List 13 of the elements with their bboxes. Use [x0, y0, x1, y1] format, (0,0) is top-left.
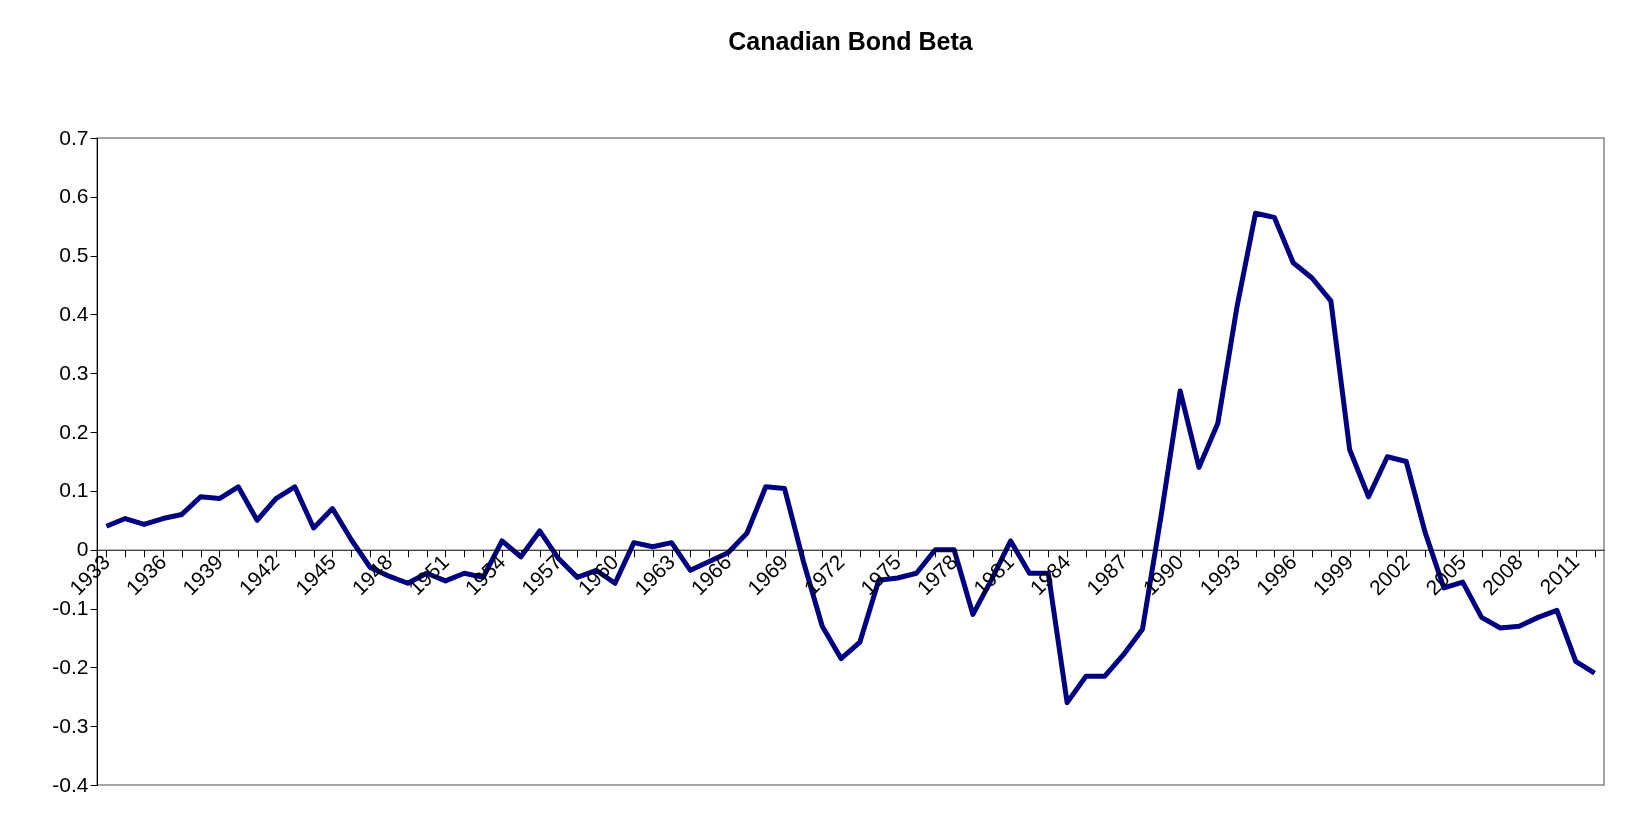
y-tick-label: -0.3 — [52, 713, 89, 737]
y-tick-label: 0.6 — [59, 184, 89, 208]
y-tick-label: 0.4 — [59, 301, 89, 325]
y-tick-label: 0.7 — [59, 125, 89, 149]
chart-title: Canadian Bond Beta — [728, 27, 974, 55]
y-tick-label: 0 — [76, 537, 89, 561]
y-tick-label: 0.1 — [59, 478, 89, 502]
y-tick-label: 0.2 — [59, 419, 89, 443]
y-tick-label: 0.5 — [59, 243, 89, 267]
y-tick-label: -0.2 — [52, 654, 89, 678]
y-tick-label: -0.1 — [52, 596, 89, 620]
y-tick-label: 0.3 — [59, 360, 89, 384]
y-tick-label: -0.4 — [52, 772, 89, 796]
